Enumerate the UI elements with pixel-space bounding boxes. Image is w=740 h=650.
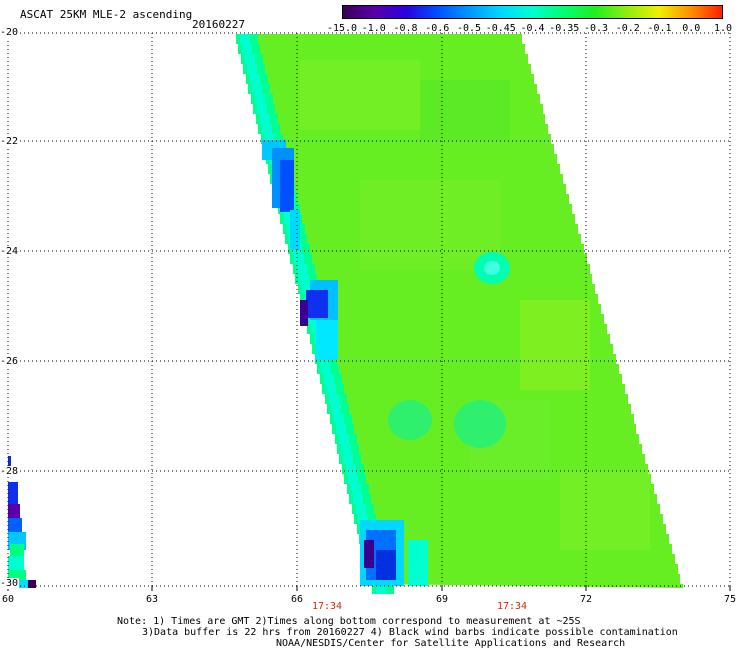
lat-label-24: -24 bbox=[0, 246, 20, 257]
swath-cell bbox=[329, 394, 339, 404]
lat-label-20: -20 bbox=[0, 27, 20, 38]
colorbar-tick-label: 0.0 bbox=[682, 23, 701, 34]
left-swath-cell bbox=[8, 556, 24, 570]
swath-cell bbox=[341, 444, 351, 454]
lat-label-28: -28 bbox=[0, 466, 20, 477]
lon-label-69: 69 bbox=[435, 594, 449, 605]
product-date: 20160227 bbox=[192, 18, 245, 31]
swath-low-value-cell bbox=[280, 160, 294, 212]
swath-cyan-spot-core bbox=[484, 261, 500, 275]
swath-cell bbox=[247, 64, 257, 74]
swath-green-spot bbox=[454, 400, 506, 448]
swath-texture-patch bbox=[520, 300, 590, 390]
lon-label-60: 60 bbox=[1, 594, 15, 605]
colorbar-tick-label: -0.4 bbox=[520, 23, 545, 34]
lon-label-63: 63 bbox=[145, 594, 159, 605]
lon-label-66: 66 bbox=[290, 594, 304, 605]
swath-cell bbox=[326, 384, 336, 394]
swath-cell bbox=[336, 424, 346, 434]
colorbar-tick-label: -0.1 bbox=[647, 23, 672, 34]
swath-cell bbox=[245, 54, 255, 64]
swath-texture-patch bbox=[560, 470, 650, 550]
swath-cell bbox=[351, 484, 361, 494]
swath-low-value-cell bbox=[300, 300, 308, 326]
colorbar-tick-label: -0.8 bbox=[393, 23, 418, 34]
left-swath-cell bbox=[28, 580, 36, 588]
colorbar-tick-label: -0.6 bbox=[425, 23, 450, 34]
left-swath-cell bbox=[8, 518, 22, 532]
swath-cell bbox=[242, 44, 252, 54]
colorbar-tick-label: -0.3 bbox=[583, 23, 609, 34]
swath-cell bbox=[358, 514, 368, 524]
colorbar-tick-label: -1.0 bbox=[361, 23, 386, 34]
swath-cell bbox=[343, 454, 353, 464]
swath-cell bbox=[324, 374, 334, 384]
swath-low-value-cell bbox=[408, 540, 428, 586]
swath-cell bbox=[321, 364, 331, 374]
lat-label-22: -22 bbox=[0, 136, 20, 147]
left-swath-cell bbox=[8, 456, 11, 468]
swath-cell bbox=[331, 404, 341, 414]
colorbar-tick-label: -15.0 bbox=[326, 23, 358, 34]
swath-cell bbox=[250, 74, 260, 84]
swath-cell bbox=[334, 414, 344, 424]
left-swath-cell bbox=[8, 482, 18, 504]
lat-label-26: -26 bbox=[0, 356, 20, 367]
swath-low-value-cell bbox=[306, 290, 328, 318]
swath-cell bbox=[265, 134, 275, 144]
swath-low-value-cell bbox=[290, 210, 300, 250]
note-line-3: NOAA/NESDIS/Center for Satellite Applica… bbox=[276, 638, 626, 649]
colorbar-tick-label: -0.45 bbox=[485, 23, 516, 34]
swath-cell bbox=[302, 284, 312, 294]
swath-cell bbox=[299, 274, 309, 284]
swath-cell bbox=[252, 84, 262, 94]
note-line-1: Note: 1) Times are GMT 2)Times along bot… bbox=[117, 616, 581, 627]
swath-cell bbox=[260, 114, 270, 124]
colorbar-tick-label: -0.35 bbox=[549, 23, 580, 34]
swath-texture-patch bbox=[420, 80, 510, 140]
swath-cell bbox=[240, 34, 250, 44]
swath-low-value-cell bbox=[316, 320, 338, 360]
swath-low-value-cell bbox=[376, 550, 396, 580]
swath-cell bbox=[376, 584, 386, 594]
note-line-2: 3)Data buffer is 22 hrs from 20160227 4)… bbox=[142, 627, 678, 638]
swath-cell bbox=[346, 464, 356, 474]
swath-cell bbox=[353, 494, 363, 504]
swath-cell bbox=[356, 504, 366, 514]
swath-cell bbox=[284, 214, 294, 224]
lat-label-30: -30 bbox=[0, 578, 20, 589]
colorbar-tick-label: -0.5 bbox=[456, 23, 482, 34]
time-label-left: 17:34 bbox=[311, 601, 343, 612]
swath-green-spot bbox=[388, 400, 432, 440]
swath-cell bbox=[348, 474, 358, 484]
left-swath-cell bbox=[10, 544, 24, 558]
swath-texture-patch bbox=[300, 60, 420, 130]
colorbar-tick-label: -0.2 bbox=[615, 23, 640, 34]
swath-cell bbox=[255, 94, 265, 104]
left-swath-cell bbox=[8, 504, 20, 518]
time-label-right: 17:34 bbox=[496, 601, 528, 612]
product-title: ASCAT 25KM MLE-2 ascending bbox=[20, 8, 193, 21]
lon-label-75: 75 bbox=[723, 594, 737, 605]
colorbar-tick-label: 1.0 bbox=[713, 23, 733, 34]
swath-texture-patch bbox=[360, 180, 500, 270]
colorbar bbox=[342, 5, 723, 19]
swath-cell bbox=[262, 124, 272, 134]
swath-cell bbox=[294, 254, 304, 264]
lon-label-72: 72 bbox=[579, 594, 593, 605]
swath-cell bbox=[339, 434, 349, 444]
swath-cell bbox=[297, 264, 307, 274]
swath-low-value-cell bbox=[364, 540, 374, 568]
swath-cell bbox=[257, 104, 267, 114]
